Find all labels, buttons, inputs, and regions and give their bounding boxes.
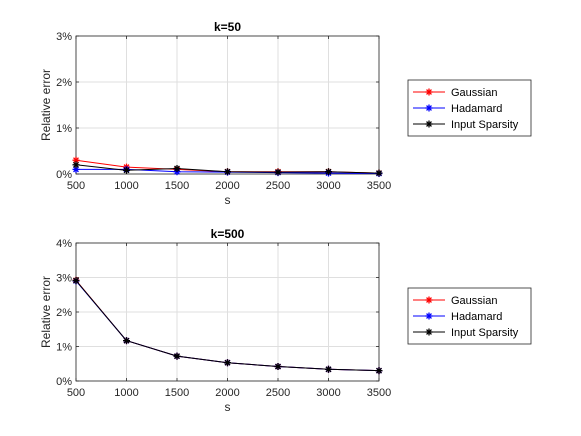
x-tick-label: 3000 — [316, 180, 340, 192]
legend-label: Gaussian — [451, 87, 497, 99]
data-point-marker — [224, 359, 231, 367]
legend-label: Input Sparsity — [451, 119, 519, 131]
y-tick-label: 2% — [56, 77, 72, 89]
data-point-marker — [173, 164, 181, 172]
x-tick-label: 2000 — [215, 180, 239, 192]
data-point-marker — [375, 367, 383, 375]
legend-marker — [425, 328, 433, 336]
legend: Gaussian Hadamard Input Sparsity — [407, 79, 532, 137]
legend-marker — [425, 120, 433, 128]
legend-label: Hadamard — [451, 311, 502, 323]
x-tick-label: 2500 — [266, 387, 290, 399]
x-tick-label: 2500 — [266, 180, 290, 192]
y-tick-label: 0% — [56, 169, 72, 181]
x-tick-label: 1000 — [114, 180, 138, 192]
x-tick-label: 3500 — [367, 387, 391, 399]
chart-2: 500 1000 1500 2000 2500 3000 3500 0% 1% 2% 3% 4% k=5… — [39, 227, 532, 414]
y-tick-label: 0% — [56, 376, 72, 388]
data-point-marker — [72, 161, 80, 169]
y-tick-label: 1% — [56, 342, 72, 354]
y-tick-label: 4% — [56, 238, 72, 250]
legend-marker — [425, 312, 433, 320]
x-tick-label: 1500 — [165, 387, 189, 399]
data-point-marker — [274, 363, 282, 371]
legend-marker — [425, 88, 433, 96]
y-tick-label: 1% — [56, 123, 72, 135]
legend-label: Hadamard — [451, 103, 502, 115]
x-tick-label: 500 — [67, 387, 85, 399]
data-point-marker — [173, 352, 181, 360]
x-axis-label: s — [225, 400, 231, 414]
data-point-marker — [224, 168, 231, 176]
data-point-marker — [123, 337, 130, 345]
x-tick-label: 1500 — [165, 180, 189, 192]
x-axis-label: s — [225, 193, 231, 207]
x-tick-label: 3500 — [367, 180, 391, 192]
data-point-marker — [325, 365, 332, 373]
y-tick-label: 3% — [56, 273, 72, 285]
legend-label: Input Sparsity — [451, 327, 519, 339]
data-point-marker — [325, 168, 332, 176]
x-tick-label: 1000 — [114, 387, 138, 399]
legend-marker — [425, 296, 433, 304]
data-point-marker — [123, 166, 130, 174]
x-tick-label: 3000 — [316, 387, 340, 399]
y-axis-label: Relative error — [39, 276, 53, 348]
y-axis-label: Relative error — [39, 69, 53, 141]
chart-1: 500 1000 1500 2000 2500 3000 3500 0% 1% 2% 3% k=50 s… — [39, 20, 532, 207]
y-tick-label: 3% — [56, 31, 72, 43]
chart-title: k=500 — [211, 227, 245, 241]
data-point-marker — [274, 168, 282, 176]
data-point-marker — [375, 169, 383, 177]
legend: Gaussian Hadamard Input Sparsity — [407, 287, 532, 345]
data-point-marker — [72, 277, 80, 285]
y-tick-label: 2% — [56, 307, 72, 319]
x-tick-label: 500 — [67, 180, 85, 192]
x-tick-label: 2000 — [215, 387, 239, 399]
chart-title: k=50 — [214, 20, 241, 34]
legend-marker — [425, 104, 433, 112]
legend-label: Gaussian — [451, 295, 497, 307]
